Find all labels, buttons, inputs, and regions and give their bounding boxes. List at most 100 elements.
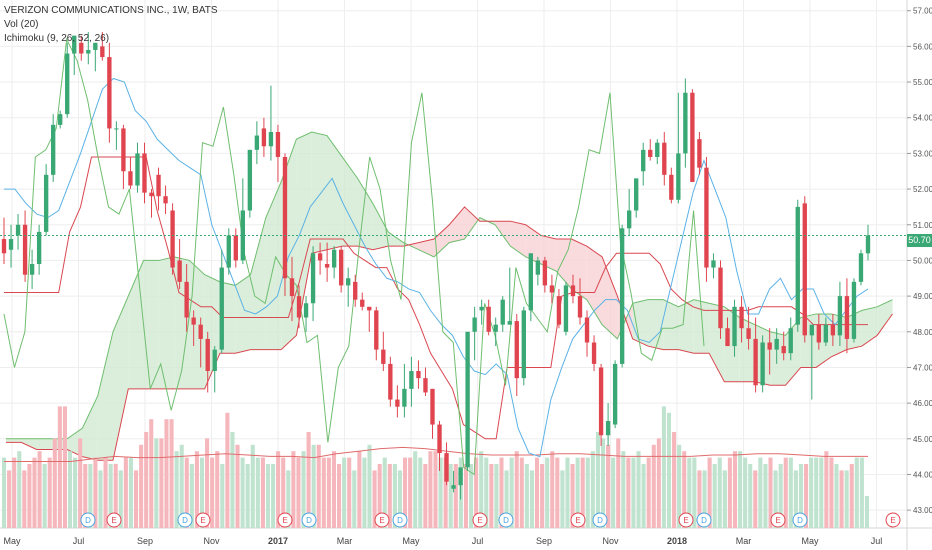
earnings-marker[interactable]: E [106, 512, 122, 528]
dividend-marker[interactable]: D [792, 512, 808, 528]
marker-letter: E [890, 516, 895, 525]
candle-body [114, 128, 119, 130]
volume-bar [397, 470, 403, 528]
volume-bar [306, 432, 311, 528]
candle-body [760, 342, 765, 386]
candle-body [584, 317, 590, 343]
candle-body [170, 210, 175, 268]
candle-body [395, 399, 400, 407]
candle [858, 249, 864, 286]
candle [170, 203, 175, 275]
candle [156, 167, 161, 211]
earnings-marker[interactable]: E [374, 512, 390, 528]
dividend-marker[interactable]: D [301, 512, 317, 528]
marker-circle [885, 512, 901, 528]
marker-circle [678, 512, 694, 528]
dividend-marker[interactable]: D [498, 512, 514, 528]
volume-bar [438, 457, 443, 528]
marker-circle [80, 512, 96, 528]
candle [43, 164, 49, 236]
candle [830, 313, 836, 347]
dividend-marker[interactable]: D [696, 512, 712, 528]
volume-bar [281, 457, 286, 528]
volume-bar [118, 470, 123, 528]
candle-body [605, 420, 611, 436]
earnings-marker[interactable]: E [570, 512, 586, 528]
cloud-segment [678, 299, 694, 354]
candle [240, 178, 246, 264]
cloud-segment [82, 396, 98, 461]
candle-body [669, 174, 674, 200]
volume-bar [362, 457, 367, 528]
candle-body [15, 224, 21, 236]
volume-bar [159, 438, 164, 528]
candle [72, 35, 77, 75]
candle-body [528, 253, 534, 311]
candle-body [767, 342, 772, 350]
volume-bar [184, 457, 189, 528]
candle-body [360, 299, 365, 307]
earnings-marker[interactable]: E [678, 512, 694, 528]
candle-body [1, 239, 7, 254]
x-tick-label: Sep [536, 536, 552, 546]
marker-letter: E [575, 516, 580, 525]
candle [865, 224, 871, 261]
volume-bar [32, 457, 37, 528]
candle-body [612, 363, 618, 425]
volume-bar [205, 438, 210, 528]
x-tick-label: Nov [602, 536, 619, 546]
x-tick-label: May [801, 536, 819, 546]
candle-body [781, 346, 786, 354]
candle [177, 239, 182, 289]
candle [641, 142, 646, 186]
marker-letter: D [701, 516, 707, 525]
candle [711, 253, 716, 279]
volume-bar [768, 457, 773, 528]
earnings-marker[interactable]: E [885, 512, 901, 528]
volume-bar [814, 457, 819, 528]
base-line [4, 156, 868, 440]
volume-bar [474, 457, 479, 528]
earnings-marker[interactable]: E [195, 512, 211, 528]
volume-bar [748, 464, 753, 528]
dividend-marker[interactable]: D [177, 512, 193, 528]
volume-bar [606, 444, 611, 528]
candle [282, 153, 288, 297]
volume-bar [37, 451, 42, 528]
cloud-segment [739, 317, 755, 382]
candle-body [718, 267, 723, 329]
volume-bar [149, 419, 154, 528]
dividend-marker[interactable]: D [392, 512, 408, 528]
volume-bar [494, 464, 499, 528]
candle [732, 299, 737, 357]
candle [851, 278, 857, 343]
candle-body [381, 349, 386, 364]
earnings-marker[interactable]: E [770, 512, 786, 528]
earnings-marker[interactable]: E [472, 512, 488, 528]
candle-body [690, 92, 695, 182]
candle [29, 249, 35, 289]
dividend-marker[interactable]: D [80, 512, 96, 528]
volume-bars [2, 406, 869, 528]
candle-body [507, 321, 512, 325]
volume-bar [661, 406, 666, 528]
volume-bar [301, 451, 306, 528]
candle [739, 296, 744, 343]
volume-bar [331, 451, 337, 528]
candle [479, 299, 484, 325]
candle-body [86, 49, 91, 54]
candle [367, 306, 372, 332]
earnings-marker[interactable]: E [277, 512, 293, 528]
cloud-segment [433, 224, 450, 257]
volume-bar [98, 470, 103, 528]
volume-bar [372, 470, 377, 528]
marker-circle [696, 512, 712, 528]
volume-bar [57, 406, 62, 528]
dividend-marker[interactable]: D [592, 512, 608, 528]
volume-bar [392, 464, 397, 528]
candle [451, 470, 456, 493]
candle [521, 306, 526, 386]
marker-circle [195, 512, 211, 528]
